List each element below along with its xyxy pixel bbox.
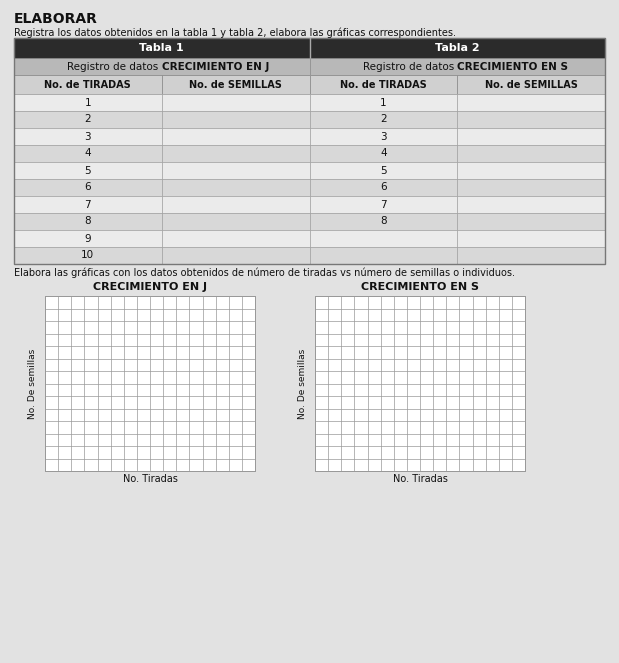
- Bar: [457, 111, 605, 128]
- Bar: [14, 213, 162, 230]
- Text: 7: 7: [85, 200, 91, 210]
- Text: ELABORAR: ELABORAR: [14, 12, 98, 26]
- Bar: [14, 162, 162, 179]
- Bar: [457, 230, 605, 247]
- Text: No. Tiradas: No. Tiradas: [392, 474, 448, 484]
- Bar: [45, 296, 255, 471]
- Bar: [162, 247, 310, 264]
- Bar: [457, 213, 605, 230]
- Text: CRECIMIENTO EN S: CRECIMIENTO EN S: [361, 282, 479, 292]
- Text: 3: 3: [380, 131, 387, 141]
- Bar: [310, 230, 457, 247]
- Text: Tabla 1: Tabla 1: [139, 43, 184, 53]
- Bar: [457, 196, 605, 213]
- Text: 1: 1: [380, 97, 387, 107]
- Text: Registro de datos: Registro de datos: [363, 62, 457, 72]
- Bar: [162, 196, 310, 213]
- Text: CRECIMIENTO EN J: CRECIMIENTO EN J: [93, 282, 207, 292]
- Bar: [14, 128, 162, 145]
- Bar: [310, 111, 457, 128]
- Bar: [457, 162, 605, 179]
- Bar: [310, 94, 457, 111]
- Text: 2: 2: [85, 115, 91, 125]
- Text: No. Tiradas: No. Tiradas: [123, 474, 178, 484]
- Bar: [14, 247, 162, 264]
- Bar: [162, 75, 310, 94]
- Text: No. de TIRADAS: No. de TIRADAS: [45, 80, 131, 90]
- Text: 8: 8: [380, 217, 387, 227]
- Bar: [14, 196, 162, 213]
- Bar: [457, 75, 605, 94]
- Bar: [14, 75, 162, 94]
- Text: 6: 6: [380, 182, 387, 192]
- Bar: [162, 111, 310, 128]
- Bar: [310, 213, 457, 230]
- Bar: [457, 128, 605, 145]
- Bar: [457, 247, 605, 264]
- Bar: [14, 38, 310, 58]
- Bar: [310, 145, 457, 162]
- Bar: [310, 38, 605, 58]
- Text: CRECIMIENTO EN J: CRECIMIENTO EN J: [162, 62, 269, 72]
- Text: 9: 9: [85, 233, 91, 243]
- Bar: [457, 145, 605, 162]
- Text: 5: 5: [85, 166, 91, 176]
- Bar: [14, 94, 162, 111]
- Bar: [457, 179, 605, 196]
- Bar: [162, 128, 310, 145]
- Text: 8: 8: [85, 217, 91, 227]
- Text: No. De semillas: No. De semillas: [28, 348, 37, 418]
- Text: 4: 4: [85, 149, 91, 158]
- Text: 4: 4: [380, 149, 387, 158]
- Text: 5: 5: [380, 166, 387, 176]
- Text: 10: 10: [81, 251, 95, 261]
- Bar: [14, 38, 605, 264]
- Text: 2: 2: [380, 115, 387, 125]
- Bar: [457, 94, 605, 111]
- Bar: [14, 111, 162, 128]
- Text: 7: 7: [380, 200, 387, 210]
- Bar: [14, 145, 162, 162]
- Text: Tabla 2: Tabla 2: [435, 43, 480, 53]
- Bar: [310, 58, 605, 75]
- Text: No. De semillas: No. De semillas: [298, 348, 307, 418]
- Text: 3: 3: [85, 131, 91, 141]
- Text: 1: 1: [85, 97, 91, 107]
- Bar: [162, 179, 310, 196]
- Bar: [310, 75, 457, 94]
- Bar: [162, 94, 310, 111]
- Bar: [14, 230, 162, 247]
- Bar: [310, 179, 457, 196]
- Text: Registro de datos: Registro de datos: [67, 62, 162, 72]
- Text: No. de SEMILLAS: No. de SEMILLAS: [485, 80, 578, 90]
- Text: No. de SEMILLAS: No. de SEMILLAS: [189, 80, 282, 90]
- Text: No. de TIRADAS: No. de TIRADAS: [340, 80, 426, 90]
- Bar: [162, 213, 310, 230]
- Bar: [14, 58, 310, 75]
- Bar: [315, 296, 525, 471]
- Text: Registra los datos obtenidos en la tabla 1 y tabla 2, elabora las gráficas corre: Registra los datos obtenidos en la tabla…: [14, 28, 456, 38]
- Bar: [162, 145, 310, 162]
- Bar: [310, 162, 457, 179]
- Bar: [310, 247, 457, 264]
- Text: Elabora las gráficas con los datos obtenidos de número de tiradas vs número de s: Elabora las gráficas con los datos obten…: [14, 268, 515, 278]
- Bar: [162, 230, 310, 247]
- Bar: [310, 128, 457, 145]
- Text: CRECIMIENTO EN S: CRECIMIENTO EN S: [457, 62, 568, 72]
- Text: 6: 6: [85, 182, 91, 192]
- Bar: [14, 179, 162, 196]
- Bar: [310, 196, 457, 213]
- Bar: [162, 162, 310, 179]
